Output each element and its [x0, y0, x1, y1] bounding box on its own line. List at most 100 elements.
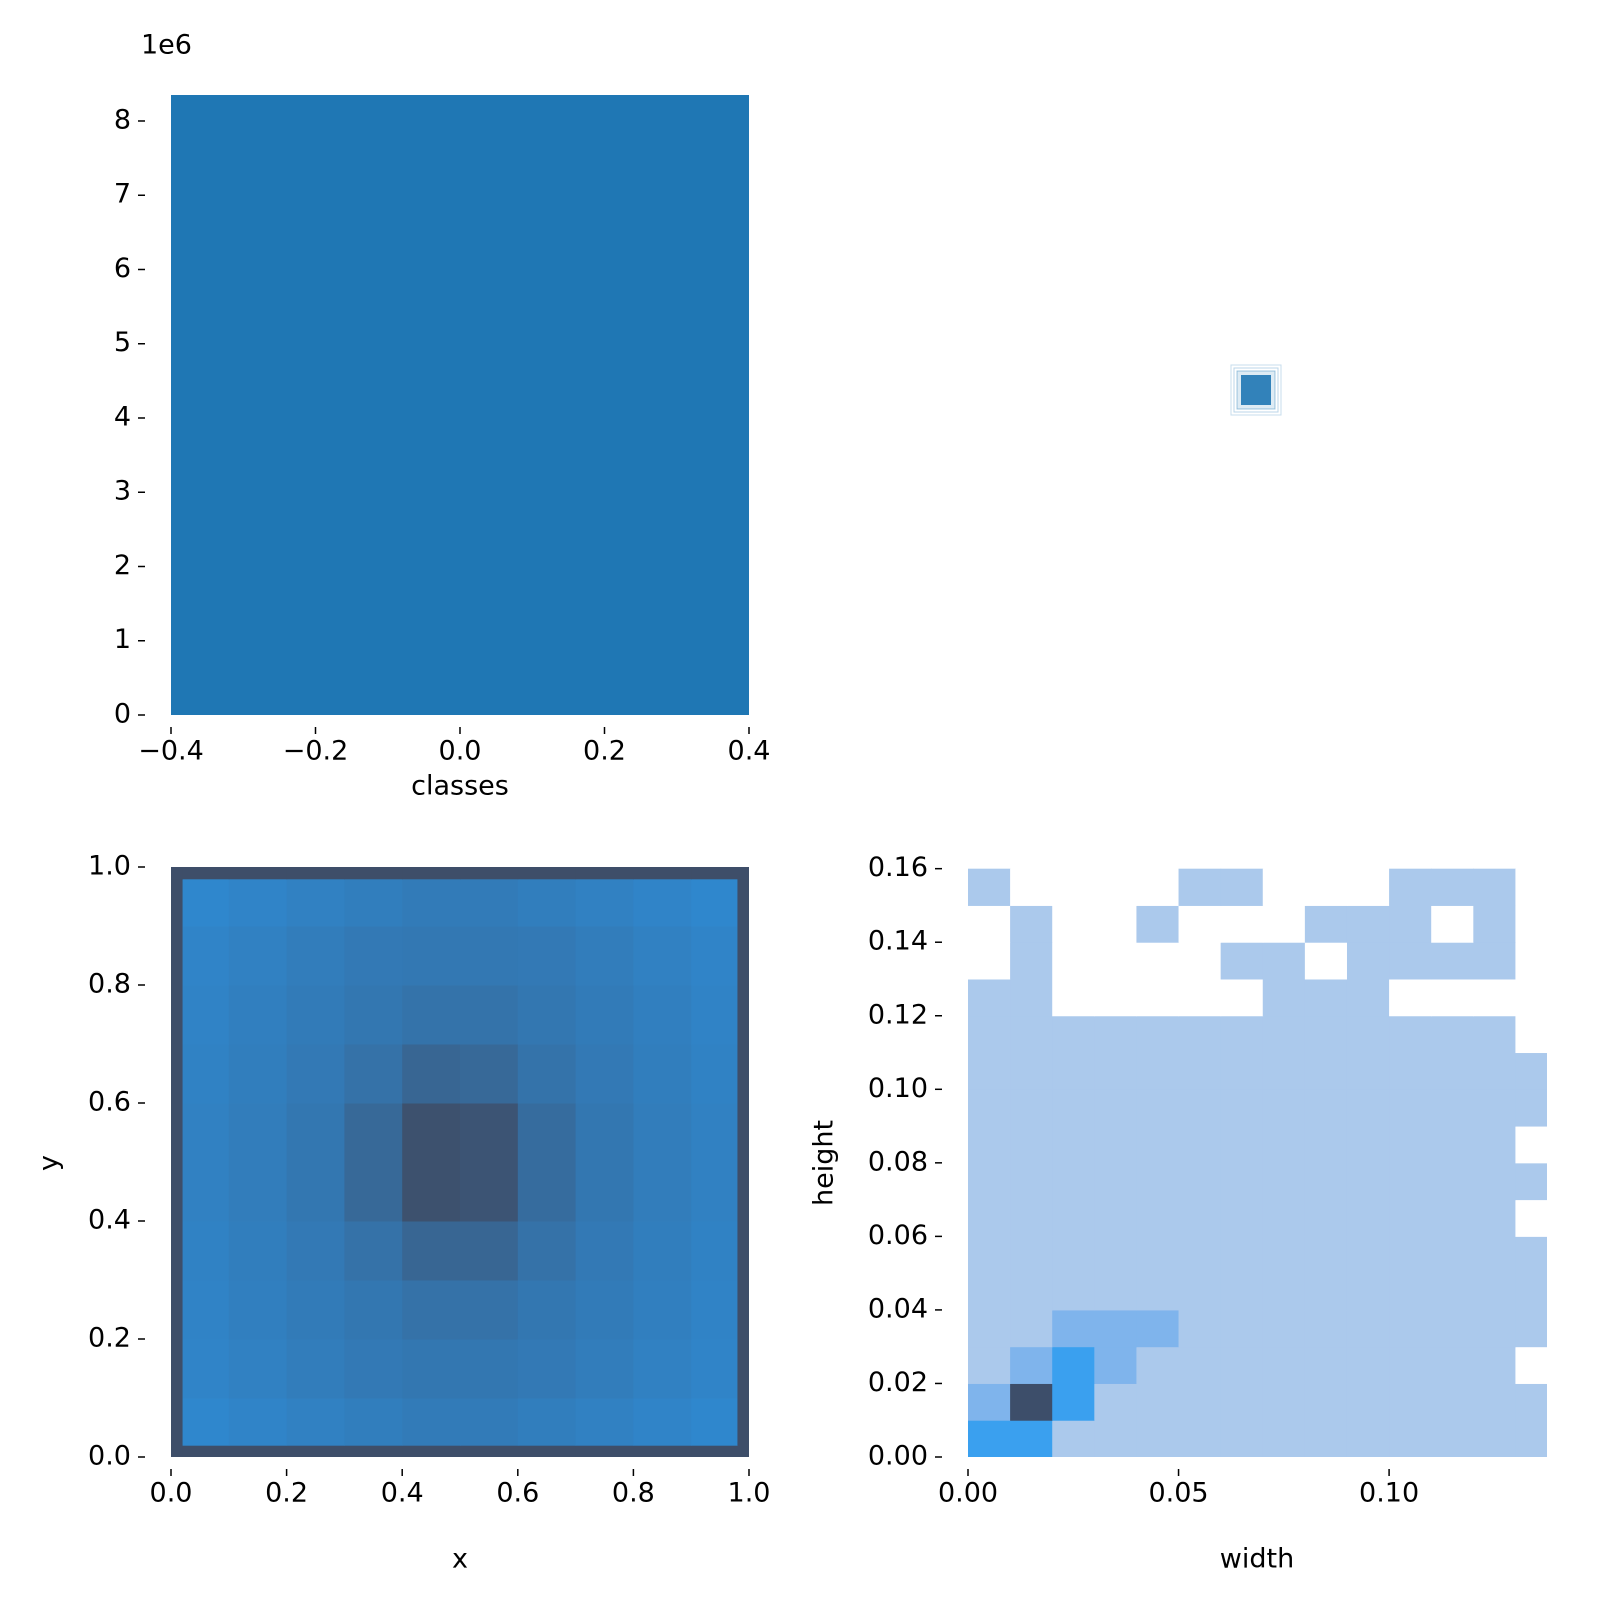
- heat-cell: [1262, 1162, 1306, 1201]
- x-axis-label: x: [452, 1544, 468, 1575]
- x-tick-label: −0.4: [138, 736, 204, 767]
- heat-cell: [691, 1280, 738, 1340]
- heat-cell: [182, 867, 230, 880]
- heat-cell: [1262, 1273, 1306, 1311]
- heat-cell: [228, 1221, 288, 1281]
- heat-cell: [1473, 1126, 1516, 1164]
- heat-cell: [344, 1398, 403, 1446]
- heat-cell: [1515, 1162, 1547, 1201]
- heat-cell: [1431, 1383, 1474, 1421]
- heat-cell: [286, 1445, 345, 1457]
- plot-area: [171, 95, 749, 715]
- heat-cell: [1052, 1420, 1095, 1457]
- y-tick-label: 8: [114, 104, 131, 135]
- heat-cell: [1094, 978, 1137, 1017]
- heat-cell: [1178, 1273, 1222, 1311]
- heat-cell: [228, 1162, 288, 1222]
- y-tick-label: 4: [114, 401, 131, 432]
- heat-cell: [968, 1162, 1011, 1201]
- heat-cell: [1178, 1346, 1222, 1384]
- heat-cell: [1010, 905, 1053, 943]
- heat-cell: [171, 1445, 184, 1457]
- heat-cell: [1515, 1420, 1547, 1457]
- heat-cell: [1010, 1383, 1053, 1421]
- heat-cell: [517, 1162, 577, 1222]
- heat-cell: [1389, 1273, 1432, 1311]
- heat-cell: [344, 878, 403, 927]
- heat-cell: [737, 1221, 749, 1281]
- heat-cell: [182, 1221, 230, 1281]
- y-axis-label: height: [809, 1120, 840, 1206]
- y-tick-label: 0.4: [88, 1205, 131, 1236]
- x-tick-label: 0.00: [938, 1478, 998, 1509]
- heat-cell: [1052, 1383, 1095, 1421]
- heat-cell: [1094, 1346, 1137, 1384]
- heat-cell: [1304, 1420, 1348, 1457]
- heat-cell: [344, 1445, 403, 1457]
- heat-cell: [575, 1221, 634, 1281]
- heat-cell: [1094, 1162, 1137, 1201]
- heat-cell: [1220, 1383, 1264, 1421]
- heat-cell: [1220, 868, 1264, 906]
- heat-cell: [460, 867, 519, 880]
- heat-cell: [1178, 1162, 1222, 1201]
- heat-cell: [1094, 1309, 1137, 1348]
- heat-cell: [1010, 1273, 1053, 1311]
- heat-cell: [737, 1044, 749, 1104]
- heat-cell: [1136, 905, 1180, 943]
- heat-cell: [1094, 1420, 1137, 1457]
- heat-cell: [1010, 942, 1053, 980]
- heat-cell: [633, 985, 692, 1045]
- heat-cell: [1262, 1420, 1306, 1457]
- heat-cell: [737, 1280, 749, 1340]
- heat-cell: [1515, 868, 1547, 906]
- heat-cell: [1304, 1162, 1348, 1201]
- heat-cell: [737, 926, 749, 986]
- heat-cell: [1515, 905, 1547, 943]
- heat-cell: [1010, 1420, 1053, 1457]
- heat-cell: [286, 1398, 345, 1446]
- heat-cell: [1136, 978, 1180, 1017]
- heat-cell: [171, 926, 184, 986]
- heat-cell: [182, 926, 230, 986]
- x-tick-label: 0.8: [612, 1478, 655, 1509]
- heat-cell: [968, 942, 1011, 980]
- heat-cell: [1094, 1089, 1137, 1127]
- heat-cell: [1515, 1346, 1547, 1384]
- heat-cell: [968, 1309, 1011, 1348]
- heat-cell: [1262, 1089, 1306, 1127]
- heat-cell: [517, 1044, 577, 1104]
- heat-cell: [1178, 1236, 1222, 1274]
- heat-cell: [1220, 1126, 1264, 1164]
- heat-cell: [1304, 1199, 1348, 1237]
- heat-cell: [286, 1044, 345, 1104]
- y-tick-label: 0.8: [88, 969, 131, 1000]
- heat-cell: [1473, 1089, 1516, 1127]
- heat-cell: [1136, 1052, 1180, 1090]
- heat-cell: [182, 1044, 230, 1104]
- heat-cell: [517, 878, 577, 927]
- heat-cell: [1431, 1236, 1474, 1274]
- heat-cell: [1515, 1089, 1547, 1127]
- heat-cell: [1178, 1383, 1222, 1421]
- heat-cell: [575, 1162, 634, 1222]
- heat-cell: [968, 1383, 1011, 1421]
- heat-cell: [1010, 1052, 1053, 1090]
- heat-cell: [1178, 1199, 1222, 1237]
- y-tick-label: 0.0: [88, 1441, 131, 1472]
- heat-cell: [1431, 868, 1474, 906]
- heat-cell: [1178, 868, 1222, 906]
- heat-cell: [1515, 1236, 1547, 1274]
- heat-cell: [1094, 868, 1137, 906]
- heat-cell: [1346, 1126, 1390, 1164]
- heat-cell: [460, 985, 519, 1045]
- heat-cell: [182, 1398, 230, 1446]
- x-tick-label: 0.4: [728, 736, 771, 767]
- bar: [171, 95, 749, 715]
- heat-cell: [1389, 905, 1432, 943]
- heat-cell: [402, 1339, 461, 1399]
- heat-cell: [517, 1221, 577, 1281]
- heat-cell: [182, 1280, 230, 1340]
- heat-cell: [1094, 1199, 1137, 1237]
- heat-cell: [171, 878, 184, 927]
